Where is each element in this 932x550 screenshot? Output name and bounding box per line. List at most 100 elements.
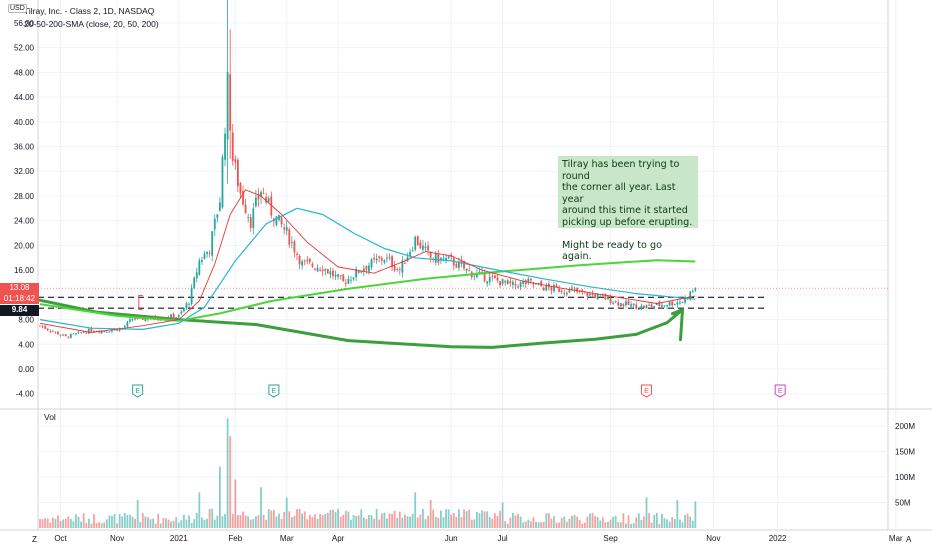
- volume-bar: [506, 523, 509, 528]
- candle-body: [254, 197, 257, 207]
- candle-body: [314, 268, 316, 270]
- volume-bar: [111, 515, 113, 528]
- candle-body: [540, 280, 543, 287]
- candle-body: [681, 301, 684, 303]
- candle-body: [563, 292, 566, 294]
- candle-body: [414, 236, 417, 250]
- candle-body: [524, 280, 527, 284]
- candle-body: [493, 275, 496, 279]
- candle-body: [529, 278, 532, 281]
- candle-body: [635, 304, 638, 310]
- candle-body: [565, 292, 568, 295]
- candle-body: [571, 287, 573, 290]
- volume-bar: [85, 522, 88, 528]
- candle-body: [627, 300, 630, 305]
- candle-body: [378, 256, 381, 259]
- candle-body: [211, 231, 214, 256]
- candle-body: [380, 257, 383, 261]
- volume-bar: [319, 514, 322, 528]
- candle-body: [306, 259, 309, 262]
- volume-bar: [54, 518, 57, 528]
- candle-body: [260, 191, 262, 197]
- volume-bar: [175, 516, 178, 528]
- candle-body: [653, 306, 656, 309]
- candle-body: [244, 204, 247, 214]
- volume-bar: [105, 519, 108, 528]
- volume-bar: [90, 523, 93, 528]
- candle-body: [368, 265, 370, 272]
- candle-body: [401, 260, 404, 273]
- candle-body: [632, 303, 635, 306]
- volume-bar: [311, 517, 314, 528]
- candle-body: [337, 274, 340, 277]
- zoom-icon[interactable]: Z: [32, 535, 37, 544]
- price-tick-label: 40.00: [14, 118, 35, 127]
- volume-bar: [211, 508, 214, 528]
- volume-bar: [509, 517, 512, 528]
- volume-bar: [432, 509, 435, 528]
- volume-bar: [383, 512, 386, 528]
- candle-body: [280, 217, 283, 225]
- annotation-note[interactable]: Tilray has been trying to round the corn…: [558, 156, 698, 262]
- volume-bar: [576, 516, 579, 528]
- volume-bar: [170, 521, 172, 528]
- price-tick-label: 36.00: [14, 143, 35, 152]
- candle-body: [496, 277, 499, 281]
- volume-bar: [511, 512, 514, 528]
- candle-body: [319, 269, 322, 271]
- volume-bar: [283, 512, 286, 528]
- candle-body: [691, 290, 694, 293]
- currency-badge[interactable]: USD: [8, 4, 27, 13]
- volume-bar: [625, 523, 627, 528]
- volume-bar: [478, 513, 481, 528]
- candle-body: [576, 287, 579, 292]
- auto-scale-button[interactable]: A: [906, 535, 912, 544]
- volume-bar: [303, 511, 306, 528]
- volume-tick-label: 50M: [895, 499, 911, 508]
- volume-bar: [308, 514, 311, 528]
- volume-bar: [244, 515, 247, 528]
- candle-body: [316, 267, 319, 272]
- volume-bar: [558, 522, 561, 528]
- time-tick-label: Nov: [110, 534, 124, 543]
- time-tick-label: Mar: [280, 534, 294, 543]
- volume-bar: [87, 518, 90, 528]
- candle-body: [506, 280, 509, 284]
- candle-body: [419, 242, 422, 249]
- volume-bar: [491, 518, 494, 528]
- candle-body: [442, 258, 445, 261]
- volume-bar: [172, 520, 175, 528]
- candle-body: [391, 256, 393, 268]
- volume-bar: [216, 515, 219, 528]
- candle-body: [422, 245, 424, 250]
- volume-bar: [224, 513, 226, 528]
- candle-body: [537, 282, 540, 285]
- volume-bar: [619, 522, 622, 528]
- candle-body: [545, 284, 548, 291]
- arrow-tail: [36, 298, 258, 327]
- candle-body: [499, 280, 501, 286]
- candle-body: [481, 271, 483, 273]
- volume-bar: [324, 513, 327, 528]
- dashed-levels: [38, 287, 888, 311]
- volume-bar: [591, 512, 594, 528]
- volume-bar: [568, 518, 571, 528]
- candle-body: [612, 302, 615, 304]
- volume-bar: [458, 509, 460, 528]
- volume-bar: [463, 509, 465, 528]
- volume-bar: [465, 511, 468, 528]
- volume-bar: [581, 523, 584, 528]
- volume-bar: [470, 519, 473, 528]
- volume-bar: [434, 517, 437, 528]
- volume-bar: [270, 510, 273, 528]
- volume-bar: [69, 518, 72, 528]
- volume-bar: [72, 521, 75, 528]
- volume-bar: [614, 515, 617, 528]
- volume-bar: [493, 513, 496, 528]
- time-tick-label: Nov: [706, 534, 720, 543]
- candle-body: [129, 319, 131, 322]
- earnings-marker-label: E: [135, 388, 140, 395]
- candle-body: [517, 286, 519, 288]
- volume-bar: [550, 518, 553, 528]
